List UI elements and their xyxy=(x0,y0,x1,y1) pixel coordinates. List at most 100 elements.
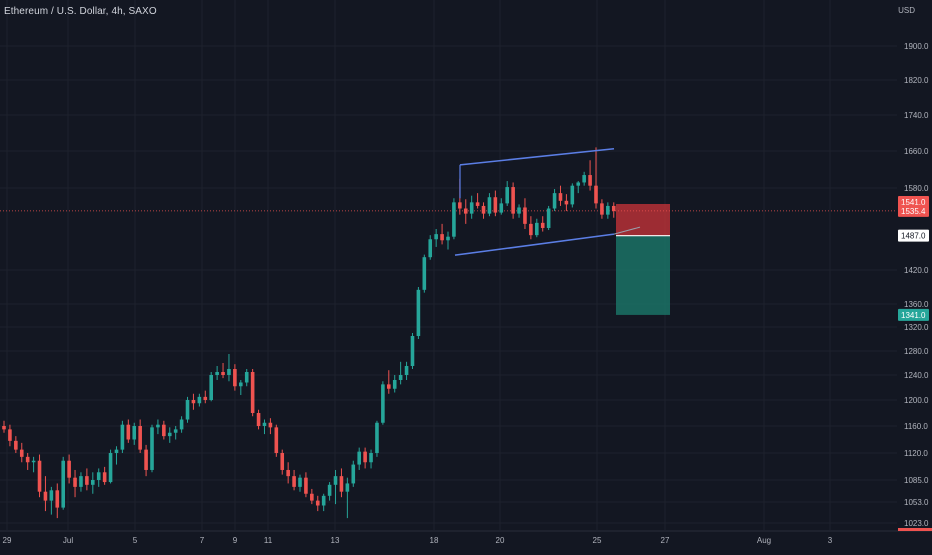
candle xyxy=(517,204,521,218)
candle xyxy=(582,171,586,186)
channel-upper-line[interactable] xyxy=(459,147,615,166)
candle xyxy=(576,181,581,194)
time-axis[interactable]: 29 Jul 5 7 9 11 13 18 20 25 27 Aug 3 xyxy=(0,530,932,550)
price-label-entry: 1487.0 xyxy=(898,229,929,242)
price-label-last: 1535.4 xyxy=(898,204,929,217)
candle xyxy=(126,419,131,443)
candle xyxy=(310,488,314,505)
time-tick-label: 5 xyxy=(133,536,138,545)
price-tick-label: 1320.0 xyxy=(904,323,929,332)
svg-text:1487.0: 1487.0 xyxy=(901,232,926,241)
candle xyxy=(280,449,285,475)
candle xyxy=(256,409,261,430)
candle xyxy=(392,375,397,393)
channel-drawing[interactable] xyxy=(454,147,641,256)
candle xyxy=(493,190,498,217)
candle xyxy=(481,202,486,219)
price-tick-label: 1240.0 xyxy=(904,371,929,380)
time-tick-label: 11 xyxy=(264,536,273,545)
time-tick-label: 29 xyxy=(3,536,12,545)
candle xyxy=(286,462,290,484)
position-tool[interactable] xyxy=(0,203,897,315)
candle xyxy=(14,436,18,453)
candle xyxy=(363,447,367,469)
candle xyxy=(452,198,456,240)
candle xyxy=(410,333,415,369)
candle xyxy=(540,216,545,232)
candle xyxy=(546,205,551,231)
candle xyxy=(600,199,604,219)
candle xyxy=(428,235,433,260)
candle xyxy=(262,419,267,435)
candle xyxy=(333,469,338,505)
candle xyxy=(440,223,444,245)
candle xyxy=(156,419,160,435)
candle xyxy=(233,364,237,391)
candle xyxy=(167,427,172,443)
candle xyxy=(79,472,83,492)
candle xyxy=(114,446,119,465)
price-label-target: 1341.0 xyxy=(898,308,929,321)
symbol-title: Ethereum / U.S. Dollar, 4h, SAXO xyxy=(4,6,157,17)
candle xyxy=(564,194,569,212)
time-tick-label: 13 xyxy=(331,536,340,545)
candle xyxy=(73,469,77,498)
time-tick-label: 3 xyxy=(828,536,833,545)
price-tick-label: 1160.0 xyxy=(904,422,928,431)
candle xyxy=(132,422,137,445)
candle xyxy=(535,218,539,238)
time-tick-label: Aug xyxy=(757,536,771,545)
candle xyxy=(505,181,509,206)
price-tick-label: 1820.0 xyxy=(904,76,929,85)
candle xyxy=(203,390,208,404)
candle xyxy=(381,381,385,425)
candle xyxy=(606,202,610,219)
target-zone[interactable] xyxy=(616,235,670,315)
candle xyxy=(434,229,438,247)
candle xyxy=(2,420,6,433)
candle xyxy=(185,396,190,423)
channel-lower-line[interactable] xyxy=(454,233,615,256)
candle xyxy=(369,449,373,469)
candle xyxy=(96,468,101,487)
price-tick-label: 1740.0 xyxy=(904,111,929,120)
time-tick-label: 20 xyxy=(496,536,505,545)
price-tick-label: 1420.0 xyxy=(904,266,929,275)
candle xyxy=(8,424,12,447)
time-tick-label: 27 xyxy=(661,536,670,545)
candle xyxy=(274,424,279,457)
candle xyxy=(108,449,113,484)
candle xyxy=(43,476,48,512)
time-tick-label: 7 xyxy=(200,536,205,545)
candle xyxy=(221,363,225,379)
price-tick-label: 1360.0 xyxy=(904,300,929,309)
stop-zone[interactable] xyxy=(616,203,670,236)
candle xyxy=(191,393,196,410)
candle xyxy=(55,483,60,519)
svg-text:1341.0: 1341.0 xyxy=(901,311,926,320)
price-tick-label: 1280.0 xyxy=(904,347,929,356)
candle xyxy=(594,147,598,209)
price-axis[interactable]: 1900.0 1820.0 1740.0 1660.0 1580.0 1420.0 1360… xyxy=(898,0,932,550)
candle xyxy=(523,198,527,229)
candle xyxy=(49,486,54,515)
price-tick-label: 1085.0 xyxy=(904,476,929,485)
candle xyxy=(345,477,350,519)
price-tick-label: 1053.0 xyxy=(904,498,929,507)
candle xyxy=(138,419,142,453)
candle xyxy=(351,460,356,487)
candle xyxy=(298,474,302,492)
candle xyxy=(239,380,243,395)
time-tick-label: 18 xyxy=(430,536,439,545)
channel-extension[interactable] xyxy=(613,226,641,235)
candle xyxy=(162,420,166,440)
candle xyxy=(209,372,213,402)
candle xyxy=(529,216,533,240)
candle xyxy=(25,453,30,470)
candle xyxy=(357,447,361,470)
time-tick-label: 25 xyxy=(593,536,602,545)
candle xyxy=(179,416,184,433)
